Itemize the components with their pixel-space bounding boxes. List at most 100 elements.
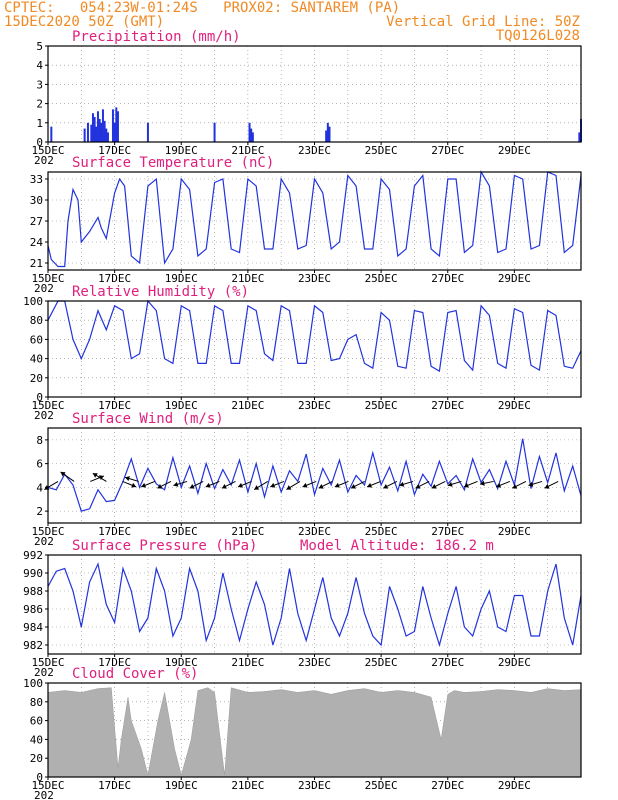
wind-arrowhead: [141, 482, 147, 488]
x-tick-label: 23DEC: [298, 272, 331, 285]
y-tick-label: 24: [30, 236, 44, 249]
precip-bar: [83, 128, 86, 142]
y-tick-label: 100: [23, 677, 43, 690]
y-tick-label: 80: [30, 696, 43, 709]
x-tick-label: 17DEC: [98, 272, 131, 285]
x-tick-label: 27DEC: [431, 779, 464, 792]
x-year-fragment: 202: [34, 154, 54, 167]
y-tick-label: 20: [30, 752, 43, 765]
x-tick-label: 17DEC: [98, 779, 131, 792]
x-year-fragment: 202: [34, 666, 54, 679]
y-tick-label: 27: [30, 215, 43, 228]
precip-bar: [146, 122, 149, 142]
panel-precip: 0 1 2 3 4 5 15DEC 17DEC 19DEC 21DEC 23DEC 25DEC 27DE…: [31, 29, 582, 167]
panel-title: Relative Humidity (%): [72, 284, 249, 300]
y-tick-label: 21: [30, 257, 43, 270]
wind-arrowhead: [480, 480, 485, 486]
header-line-2: 15DEC2020 50Z (GMT): [4, 14, 165, 30]
y-tick-label: 0: [36, 391, 43, 404]
y-tick-label: 992: [23, 549, 43, 562]
x-tick-label: 25DEC: [365, 525, 398, 538]
wind-arrowhead: [334, 482, 340, 488]
precip-bar: [111, 109, 114, 142]
x-tick-label: 29DEC: [498, 525, 531, 538]
wind-arrowhead: [189, 484, 195, 489]
precip-bar: [326, 122, 329, 142]
model-altitude: Model Altitude: 186.2 m: [300, 538, 494, 554]
precip-bar: [325, 130, 328, 142]
precip-bar: [113, 122, 116, 142]
y-tick-label: 0: [36, 771, 43, 784]
x-tick-label: 25DEC: [365, 144, 398, 157]
x-tick-label: 17DEC: [98, 525, 131, 538]
x-tick-label: 15DEC: [31, 399, 64, 412]
y-tick-label: 2: [36, 505, 43, 518]
x-tick-label: 19DEC: [165, 272, 198, 285]
x-tick-label: 23DEC: [298, 144, 331, 157]
x-tick-label: 27DEC: [431, 272, 464, 285]
precip-bar: [105, 128, 108, 142]
panel-title: Precipitation (mm/h): [72, 29, 241, 45]
y-tick-label: 60: [30, 715, 43, 728]
x-tick-label: 29DEC: [498, 272, 531, 285]
wind-arrowhead: [221, 484, 227, 489]
wind-arrowhead: [383, 484, 389, 489]
wind-arrowhead: [98, 475, 104, 480]
wind-arrowhead: [496, 482, 502, 488]
x-tick-label: 21DEC: [231, 779, 264, 792]
precip-bar: [95, 126, 98, 142]
x-tick-label: 19DEC: [165, 779, 198, 792]
wind-arrowhead: [528, 481, 534, 487]
precip-bar: [93, 117, 96, 142]
wind-arrowhead: [270, 482, 276, 488]
wind-arrowhead: [431, 484, 437, 489]
wind-arrowhead: [131, 482, 137, 488]
wind-arrowhead: [415, 484, 421, 489]
y-tick-label: 80: [30, 314, 43, 327]
panel-press: 982 984 986 988 990 992 15DEC 17DEC 19DEC 21DEC 23…: [23, 538, 582, 679]
wind-arrowhead: [254, 485, 260, 490]
wind-arrowhead: [318, 484, 324, 489]
precip-bar: [101, 109, 104, 142]
x-tick-label: 27DEC: [431, 144, 464, 157]
y-tick-label: 990: [23, 567, 43, 580]
series-line: [47, 438, 582, 512]
precip-bar: [248, 122, 251, 142]
wind-arrowhead: [447, 481, 453, 487]
y-tick-label: 30: [30, 194, 43, 207]
x-tick-label: 21DEC: [231, 144, 264, 157]
x-tick-label: 25DEC: [365, 656, 398, 669]
y-tick-label: 40: [30, 733, 43, 746]
y-tick-label: 20: [30, 372, 43, 385]
y-tick-label: 2: [36, 98, 43, 111]
precip-bar: [213, 122, 216, 142]
y-tick-label: 5: [36, 40, 43, 53]
x-tick-label: 29DEC: [498, 779, 531, 792]
x-year-fragment: 202: [34, 535, 54, 548]
panel-cloud: 0 20 40 60 80 100 15DEC 17DEC 19DEC 21DEC 23DEC 25D…: [23, 666, 582, 800]
header-line-1: CPTEC: 054:23W-01:24S PROX02: SANTAREM (…: [4, 0, 401, 16]
wind-arrowhead: [92, 473, 98, 478]
y-tick-label: 986: [23, 603, 43, 616]
x-tick-label: 23DEC: [298, 779, 331, 792]
y-tick-label: 3: [36, 78, 43, 91]
precip-bar: [50, 126, 53, 142]
precip-bar: [100, 122, 103, 142]
panel-title: Surface Temperature (nC): [72, 155, 274, 171]
wind-arrowhead: [205, 482, 211, 488]
header-grid-note: Vertical Grid Line: 50Z: [386, 14, 580, 30]
x-tick-label: 19DEC: [165, 525, 198, 538]
x-tick-label: 19DEC: [165, 656, 198, 669]
precip-bar: [328, 126, 331, 142]
precip-bar: [578, 132, 581, 142]
y-tick-label: 60: [30, 333, 43, 346]
x-tick-label: 27DEC: [431, 399, 464, 412]
precip-bar: [251, 132, 254, 142]
wind-arrowhead: [463, 482, 469, 488]
precip-bar: [91, 113, 94, 142]
x-tick-label: 15DEC: [31, 656, 64, 669]
x-tick-label: 27DEC: [431, 656, 464, 669]
panel-title: Surface Pressure (hPa): [72, 538, 257, 554]
x-tick-label: 15DEC: [31, 144, 64, 157]
series-line: [47, 562, 582, 648]
